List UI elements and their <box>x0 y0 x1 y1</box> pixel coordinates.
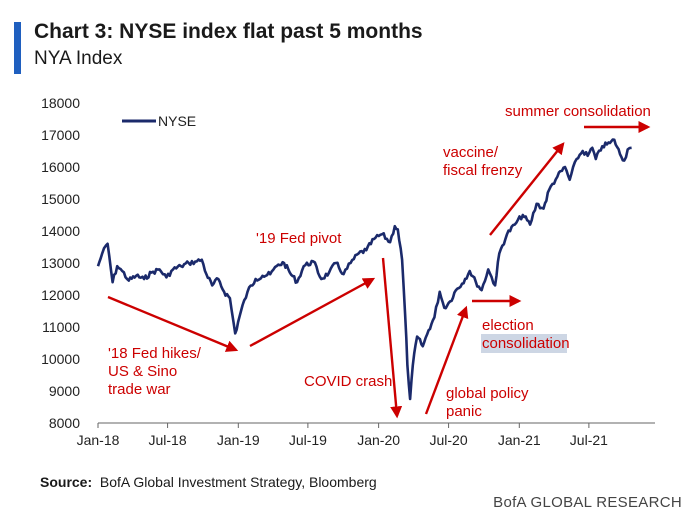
arrow-policy <box>424 305 469 415</box>
y-tick-label: 10000 <box>41 351 80 367</box>
legend-label-nyse: NYSE <box>158 113 196 129</box>
annotation-text: '19 Fed pivot <box>256 230 342 247</box>
source-note: Source: BofA Global Investment Strategy,… <box>40 474 377 490</box>
annotation-text: summer consolidation <box>505 103 651 120</box>
x-tick-label: Jan-21 <box>498 432 541 448</box>
annotation-text: trade war <box>108 381 171 398</box>
annotation-text: panic <box>446 403 482 420</box>
annotation-text: election <box>482 317 534 334</box>
y-tick-label: 16000 <box>41 159 80 175</box>
annotation-summer: summer consolidation <box>505 103 651 120</box>
series-layer <box>96 138 632 401</box>
y-tick-label: 13000 <box>41 255 80 271</box>
arrow-fed-hikes <box>107 295 239 352</box>
x-tick-label: Jul-20 <box>430 432 468 448</box>
x-tick-label: Jan-18 <box>77 432 120 448</box>
source-text: BofA Global Investment Strategy, Bloombe… <box>99 474 377 490</box>
annotation-highlight <box>481 334 567 353</box>
annotation-text: global policy <box>446 385 529 402</box>
x-tick-label: Jul-21 <box>570 432 608 448</box>
annotation-text: US & Sino <box>108 363 177 380</box>
y-tick-label: 8000 <box>49 415 80 431</box>
annotation-text: COVID crash <box>304 373 392 390</box>
y-axis: 18000 17000 16000 15000 14000 13000 12000 11000… <box>41 95 80 431</box>
y-tick-label: 12000 <box>41 287 80 303</box>
arrow-covid <box>381 257 403 419</box>
source-label: Source: <box>40 474 93 490</box>
legend: NYSE <box>122 113 196 129</box>
annotation-text: vaccine/ <box>443 144 499 161</box>
y-tick-label: 14000 <box>41 223 80 239</box>
annotation-fed-pivot: '19 Fed pivot <box>256 230 342 247</box>
x-axis: Jan-18 Jul-18 Jan-19 Jul-19 Jan-20 Jul-20 Jan-… <box>77 422 655 448</box>
y-tick-label: 17000 <box>41 127 80 143</box>
y-tick-label: 18000 <box>41 95 80 111</box>
annotation-text: '18 Fed hikes/ <box>108 345 202 362</box>
annotation-text: consolidation <box>482 335 570 352</box>
x-tick-label: Jan-20 <box>357 432 400 448</box>
annotation-text: fiscal frenzy <box>443 162 523 179</box>
annotation-vaccine: vaccine/fiscal frenzy <box>443 144 523 179</box>
x-tick-label: Jul-19 <box>289 432 327 448</box>
arrow-fed-pivot <box>249 277 376 348</box>
chart-subtitle: NYA Index <box>34 48 123 69</box>
chart-title: Chart 3: NYSE index flat past 5 months <box>34 20 423 43</box>
x-tick-label: Jan-19 <box>217 432 260 448</box>
series-line-nyse <box>96 138 632 401</box>
title-accent-bar <box>14 22 21 74</box>
annotation-covid: COVID crash <box>304 373 392 390</box>
arrow-vaccine <box>489 142 565 236</box>
y-tick-label: 9000 <box>49 383 80 399</box>
y-tick-label: 15000 <box>41 191 80 207</box>
y-tick-label: 11000 <box>42 319 80 335</box>
brand-footer: BofA GLOBAL RESEARCH <box>493 494 682 511</box>
x-tick-label: Jul-18 <box>149 432 187 448</box>
